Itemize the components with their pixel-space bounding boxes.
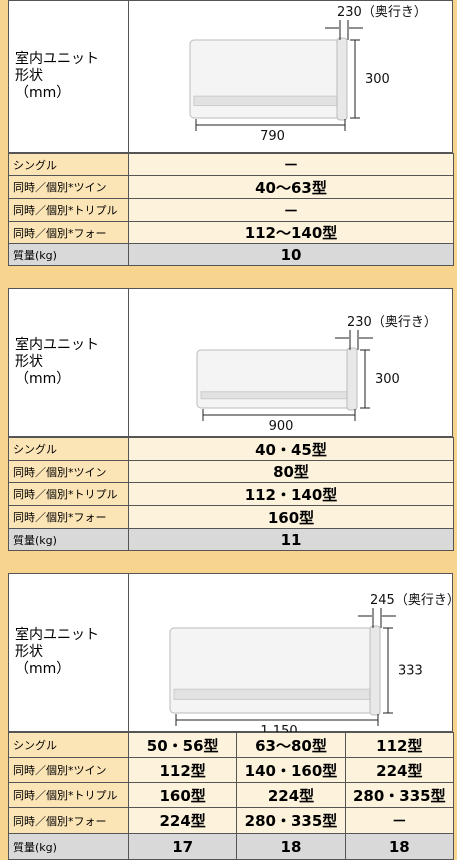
row-label: 同時／個別*トリプル (8, 782, 129, 808)
row-value: 10 (128, 243, 454, 266)
unit-label: 形状 (15, 644, 43, 660)
row-label: 同時／個別*フォー (8, 505, 129, 529)
row-value: 17 (128, 833, 238, 860)
row-value: 40～63型 (128, 175, 454, 199)
width-label: 790 (260, 129, 285, 144)
row-label: 質量(kg) (8, 528, 129, 551)
row-value: 280・335型 (236, 807, 346, 834)
width-label: 900 (269, 419, 294, 434)
row-value: 11 (128, 528, 454, 551)
unit-drawing: 1,150333245（奥行き） (169, 593, 457, 739)
row-value: 50・56型 (128, 732, 238, 758)
unit-body (189, 39, 346, 119)
row-value: 224型 (128, 807, 238, 834)
unit-label: 形状 (15, 68, 43, 84)
row-value: 224型 (236, 782, 346, 808)
row-label: シングル (8, 437, 129, 461)
image-cell: 1,150333245（奥行き） (128, 573, 457, 739)
image-cell: 900 300 230（奥行き） (128, 288, 453, 437)
unit-louver (200, 391, 352, 400)
row-value: 112～140型 (128, 221, 454, 244)
unit-label: （mm） (15, 371, 71, 387)
depth-label: 245（奥行き） (370, 593, 457, 608)
unit-louver (173, 688, 375, 700)
row-value: 112型 (344, 732, 454, 758)
row-label: 質量(kg) (8, 833, 129, 860)
row-value: 160型 (128, 782, 238, 808)
unit-label-cell: 室内ユニット 形状 （mm） (8, 288, 129, 437)
unit-body (196, 349, 356, 409)
unit-label: 室内ユニット (15, 51, 99, 67)
unit-label-cell: 室内ユニット 形状 （mm） (8, 573, 129, 732)
unit-drawing: 900 300 230（奥行き） (196, 315, 437, 434)
unit-side (336, 37, 348, 121)
row-value: 18 (236, 833, 346, 860)
row-label: シングル (8, 153, 129, 176)
row-value: － (344, 807, 454, 834)
row-value: 18 (344, 833, 454, 860)
row-value: 63～80型 (236, 732, 346, 758)
unit-louver (193, 95, 342, 107)
row-label: 同時／個別*トリプル (8, 482, 129, 506)
row-value: 112型 (128, 757, 238, 783)
unit-body (169, 627, 379, 714)
row-value: 140・160型 (236, 757, 346, 783)
row-label: シングル (8, 732, 129, 758)
depth-label: 230（奥行き） (347, 315, 437, 330)
row-label: 同時／個別*ツイン (8, 757, 129, 783)
row-label: 質量(kg) (8, 243, 129, 266)
row-value: 112・140型 (128, 482, 454, 506)
image-cell: 790 300 230（奥行き） (128, 0, 453, 153)
row-value: 80型 (128, 460, 454, 483)
unit-drawing: 790 300 230（奥行き） (189, 5, 427, 144)
unit-label: 形状 (15, 354, 43, 370)
height-label: 300 (365, 72, 390, 87)
row-label: 同時／個別*ツイン (8, 460, 129, 483)
row-label: 同時／個別*フォー (8, 221, 129, 244)
height-label: 300 (375, 372, 400, 387)
unit-label: 室内ユニット (15, 337, 99, 353)
height-label: 333 (398, 664, 423, 679)
row-value: 160型 (128, 505, 454, 529)
unit-label: （mm） (15, 85, 71, 101)
row-value: － (128, 198, 454, 222)
row-label: 同時／個別*トリプル (8, 198, 129, 222)
unit-side (369, 625, 381, 716)
unit-label: （mm） (15, 661, 71, 677)
row-label: 同時／個別*フォー (8, 807, 129, 834)
row-value: 40・45型 (128, 437, 454, 461)
row-value: 280・335型 (344, 782, 454, 808)
row-label: 同時／個別*ツイン (8, 175, 129, 199)
row-value: 224型 (344, 757, 454, 783)
unit-label: 室内ユニット (15, 627, 99, 643)
unit-side (346, 347, 358, 411)
row-value: － (128, 153, 454, 176)
unit-label-cell: 室内ユニット 形状 （mm） (8, 0, 129, 153)
depth-label: 230（奥行き） (337, 5, 427, 20)
